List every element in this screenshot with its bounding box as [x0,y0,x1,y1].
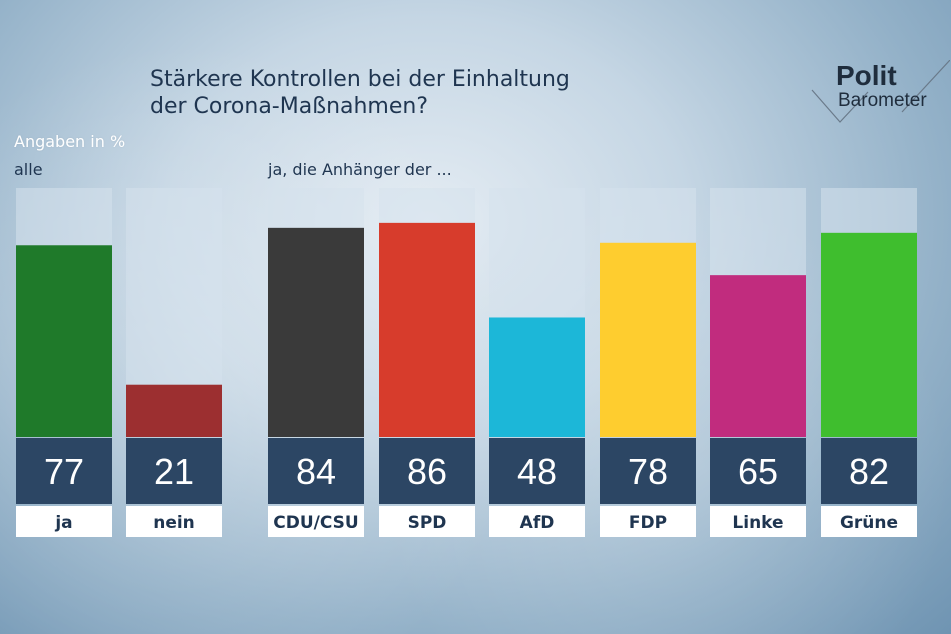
data-label-fdp: 78 [628,451,668,492]
category-box-linke [710,506,806,537]
politbarometer-logo: Polit Barometer [810,60,950,124]
bar-ja [16,245,112,437]
category-box-spd [379,506,475,537]
logo-check-icon [811,60,950,123]
group-label-all: alle [14,160,43,179]
value-box-linke [710,438,806,504]
category-label-gr-ne: Grüne [840,513,898,533]
value-box-nein [126,438,222,504]
chart-title: Stärkere Kontrollen bei der Einhaltung d… [150,66,710,120]
value-box-spd [379,438,475,504]
category-box-ja [16,506,112,537]
data-label-nein: 21 [154,451,194,492]
bar-cdu-csu [268,227,364,437]
category-label-ja: ja [54,513,72,533]
category-box-cdu-csu [268,506,364,537]
category-box-nein [126,506,222,537]
category-label-spd: SPD [408,513,447,533]
bar-afd [489,317,585,437]
category-label-afd: AfD [520,513,555,533]
value-box-fdp [600,438,696,504]
category-label-cdu-csu: CDU/CSU [273,513,358,533]
title-line-2: der Corona-Maßnahmen? [150,94,429,119]
category-label-nein: nein [153,513,195,533]
group-label-parties: ja, die Anhänger der ... [268,160,452,179]
data-label-gr-ne: 82 [849,451,889,492]
bar-linke [710,275,806,437]
data-label-linke: 65 [738,451,778,492]
title-line-1: Stärkere Kontrollen bei der Einhaltung [150,67,570,92]
value-box-gr-ne [821,438,917,504]
data-label-spd: 86 [407,451,447,492]
value-box-afd [489,438,585,504]
bar-spd [379,222,475,437]
chart-subtitle: Angaben in % [14,132,126,151]
logo-line-2: Barometer [838,90,927,111]
data-label-ja: 77 [44,451,84,492]
data-label-cdu-csu: 84 [296,451,336,492]
bar-nein [126,384,222,437]
category-box-gr-ne [821,506,917,537]
value-box-cdu-csu [268,438,364,504]
category-label-linke: Linke [732,513,783,533]
value-box-ja [16,438,112,504]
data-label-afd: 48 [517,451,557,492]
bar-fdp [600,242,696,437]
category-box-fdp [600,506,696,537]
category-label-fdp: FDP [629,513,667,533]
logo-line-1: Polit [836,60,897,91]
category-box-afd [489,506,585,537]
bar-gr-ne [821,232,917,437]
